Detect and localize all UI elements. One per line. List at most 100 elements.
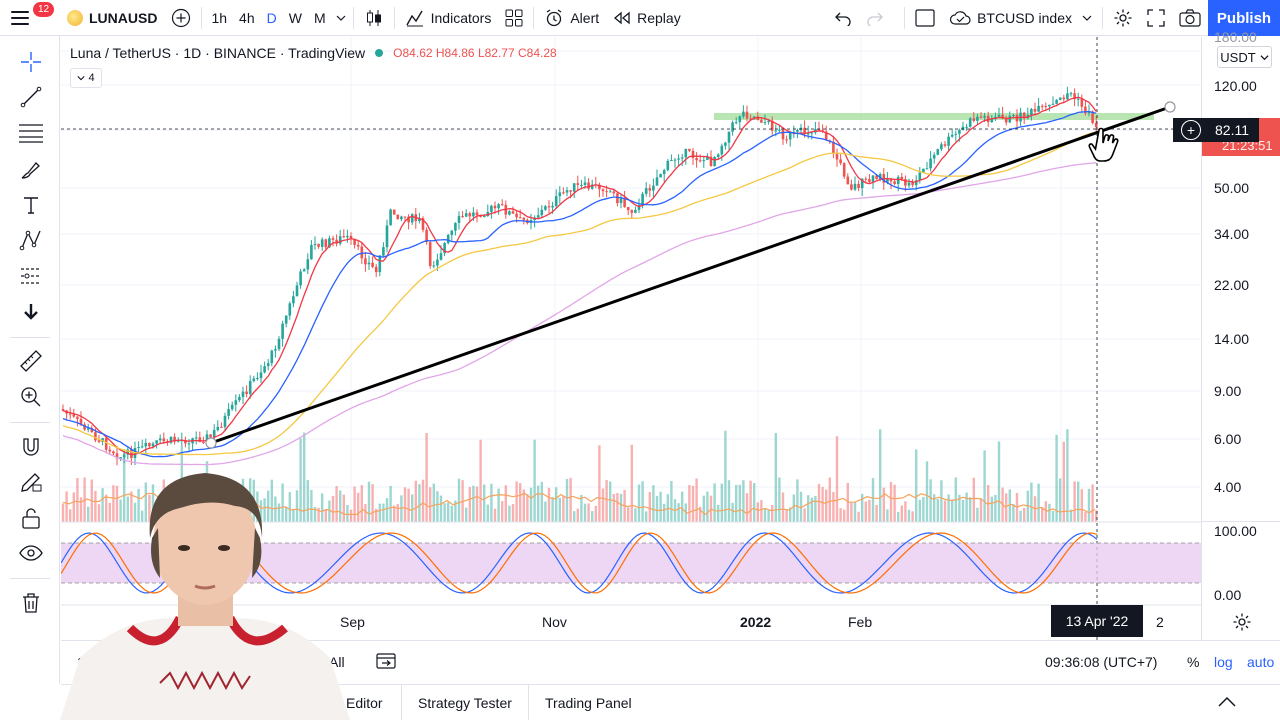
candle <box>220 426 223 428</box>
templates-button[interactable] <box>498 0 530 36</box>
prediction-tool[interactable] <box>16 262 46 290</box>
cloud-icon <box>949 10 971 25</box>
trend-line-tool[interactable] <box>16 83 46 111</box>
symbol-description[interactable]: Luna / TetherUS · 1D · BINANCE · Trading… <box>70 45 366 61</box>
trend-line[interactable] <box>210 105 1171 445</box>
price-chart[interactable] <box>61 37 1201 640</box>
time-axis[interactable]: Sep Nov 2022 Feb 2 <box>61 605 1201 640</box>
candle <box>108 449 112 452</box>
moving-average-line[interactable] <box>62 131 1097 456</box>
candle <box>115 453 119 459</box>
trend-line-handle-start[interactable] <box>205 437 217 449</box>
keep-drawing-tool[interactable] <box>16 468 46 496</box>
candle <box>126 449 130 455</box>
timeframe-w[interactable]: W <box>288 9 302 26</box>
volume-bar <box>1095 510 1098 522</box>
tab-pine-editor[interactable]: Editor <box>346 695 383 711</box>
percent-scale-toggle[interactable]: % <box>1187 654 1200 670</box>
top-toolbar: 12 LUNAUSD 1h 4h D W M Indicators <box>0 0 1280 36</box>
indicators-icon <box>406 10 423 26</box>
hide-drawings-tool[interactable] <box>16 539 46 567</box>
redo-button[interactable] <box>859 0 891 36</box>
volume-bar <box>922 496 925 522</box>
currency-select[interactable]: USDT <box>1217 46 1272 68</box>
candle <box>349 235 353 239</box>
webcam-overlay <box>60 473 350 720</box>
volume-bar <box>781 492 785 522</box>
candle <box>295 285 299 297</box>
chart-area[interactable] <box>61 37 1201 640</box>
candle <box>727 131 731 143</box>
volume-bar <box>443 503 446 522</box>
settings-button[interactable] <box>1106 0 1140 36</box>
tab-trading-panel[interactable]: Trading Panel <box>528 685 648 720</box>
trend-line-handle-end[interactable] <box>1164 101 1176 113</box>
lock-drawings-tool[interactable] <box>16 504 46 532</box>
timeframe-m[interactable]: M <box>313 9 326 26</box>
volume-bar <box>641 481 644 522</box>
candle <box>770 120 774 131</box>
timeframe-1h[interactable]: 1h <box>211 9 228 26</box>
volume-bar <box>115 485 119 522</box>
candle <box>346 235 349 238</box>
auto-scale-toggle[interactable]: auto <box>1247 654 1275 670</box>
clock-timezone[interactable]: 09:36:08 (UTC+7) <box>1045 654 1158 670</box>
volume-bar <box>1005 493 1008 522</box>
undo-button[interactable] <box>827 0 859 36</box>
tab-strategy-tester[interactable]: Strategy Tester <box>401 685 528 720</box>
price-label: 34.00 <box>1214 226 1250 242</box>
snapshot-button[interactable] <box>1172 0 1208 36</box>
pattern-tool[interactable] <box>16 226 46 254</box>
timeframe-d[interactable]: D <box>266 9 277 26</box>
candle <box>936 149 940 155</box>
chart-settings-button[interactable] <box>1232 612 1252 637</box>
ruler-tool[interactable] <box>16 347 46 375</box>
main-menu-button[interactable]: 12 <box>0 0 60 36</box>
volume-bar <box>936 498 939 522</box>
publish-button[interactable]: Publish <box>1208 0 1280 36</box>
indicators-collapse-toggle[interactable]: 4 <box>70 68 102 88</box>
moving-average-line[interactable] <box>62 96 1097 456</box>
moving-average-line[interactable] <box>62 110 1097 458</box>
alert-button[interactable]: Alert <box>537 0 606 36</box>
brush-tool[interactable] <box>16 155 46 183</box>
compare-symbol-button[interactable]: BTCUSD index <box>942 0 1099 36</box>
range-all[interactable]: All <box>329 654 345 670</box>
support-zone[interactable] <box>714 113 1154 120</box>
compare-add-button[interactable] <box>164 0 198 36</box>
crosshair-price-tag[interactable]: + 82.11 <box>1173 118 1259 142</box>
symbol-search-button[interactable]: LUNAUSD <box>60 0 164 36</box>
candle <box>634 209 637 213</box>
fib-tool[interactable] <box>16 119 46 147</box>
candle <box>734 122 738 124</box>
candle <box>353 238 356 245</box>
candle <box>396 214 400 220</box>
candle <box>565 190 569 193</box>
candle <box>119 457 122 459</box>
indicators-button[interactable]: Indicators <box>398 0 499 36</box>
collapse-panel-button[interactable] <box>1218 695 1236 711</box>
more-tools-button[interactable] <box>16 298 46 326</box>
replay-button[interactable]: Replay <box>606 0 688 36</box>
text-tool[interactable] <box>16 191 46 219</box>
candle <box>490 205 493 212</box>
volume-bar <box>979 498 983 522</box>
timeframe-4h[interactable]: 4h <box>239 9 255 26</box>
goto-date-button[interactable] <box>376 652 396 673</box>
add-alert-plus-icon[interactable]: + <box>1181 120 1201 140</box>
volume-bar <box>1030 482 1033 522</box>
chart-type-button[interactable] <box>357 0 391 36</box>
zoom-tool[interactable] <box>16 383 46 411</box>
remove-drawings-tool[interactable] <box>16 589 46 617</box>
volume-bar <box>792 494 795 522</box>
layout-button[interactable] <box>908 0 942 36</box>
log-scale-toggle[interactable]: log <box>1214 654 1233 670</box>
magnet-tool[interactable] <box>16 433 46 461</box>
volume-bar <box>144 482 147 522</box>
fullscreen-button[interactable] <box>1140 0 1172 36</box>
crosshair-tool[interactable] <box>16 48 46 76</box>
volume-bar <box>742 480 745 522</box>
candle <box>598 184 601 190</box>
candles-icon <box>366 9 381 26</box>
timeframe-dropdown[interactable] <box>332 0 350 36</box>
